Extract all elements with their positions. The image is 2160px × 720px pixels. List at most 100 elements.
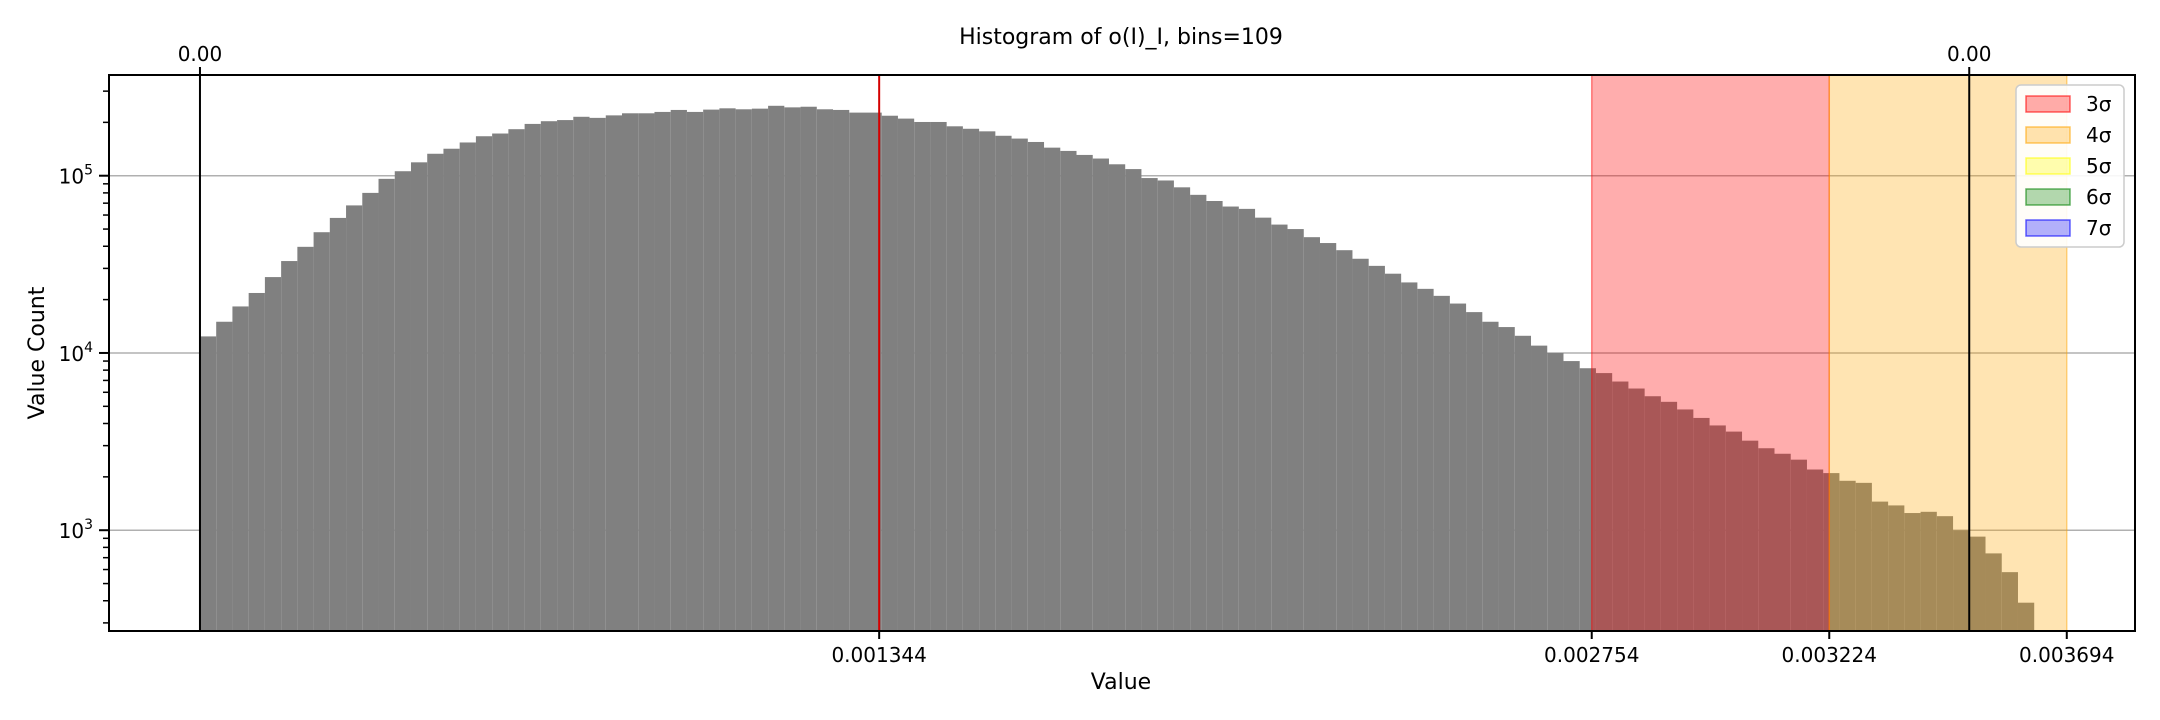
histogram-bar xyxy=(1871,501,1889,631)
histogram-bar xyxy=(735,109,752,632)
histogram-bar xyxy=(995,135,1012,631)
histogram-bar xyxy=(1076,154,1093,632)
y-tick-base: 10 xyxy=(59,519,84,543)
y-axis-label: Value Count xyxy=(25,286,50,419)
histogram-bar xyxy=(1190,194,1207,632)
histogram-bar xyxy=(605,115,623,632)
legend-label: 4σ xyxy=(2086,123,2112,147)
histogram-bar xyxy=(703,109,720,632)
histogram-bar xyxy=(1255,217,1272,631)
legend-label: 5σ xyxy=(2086,154,2112,178)
histogram-bar xyxy=(557,120,574,632)
x-tick-label: 0.001344 xyxy=(831,643,926,667)
legend-swatch xyxy=(2025,95,2071,113)
histogram-bar xyxy=(281,261,298,631)
histogram-bar xyxy=(1953,530,1970,631)
histogram-bar xyxy=(897,118,915,631)
histogram-bar xyxy=(589,117,606,632)
y-tick-label: 105 xyxy=(59,163,93,189)
histogram-bar xyxy=(1920,511,1937,631)
histogram-bar xyxy=(232,306,249,631)
x-axis-ticks: 0.001344 0.002754 0.003224 0.003694 xyxy=(831,631,2114,667)
histogram-bar xyxy=(1628,388,1645,631)
histogram-bar xyxy=(1401,282,1418,631)
histogram-bar xyxy=(1725,431,1743,631)
histogram-bar xyxy=(1660,401,1678,631)
x-tick-label: 0.003694 xyxy=(2019,643,2114,667)
histogram-bar xyxy=(1888,505,1905,631)
y-tick-label: 103 xyxy=(59,517,93,543)
histogram-bar xyxy=(1498,327,1515,631)
histogram-bar xyxy=(979,131,996,631)
histogram-bar xyxy=(475,136,493,631)
histogram-bar xyxy=(1531,345,1548,631)
histogram-bar xyxy=(378,178,395,631)
histogram-bar xyxy=(1514,335,1532,631)
histogram-bar xyxy=(881,115,898,632)
legend-label: 3σ xyxy=(2086,92,2112,116)
histogram-bar xyxy=(1482,321,1499,631)
histogram-bar xyxy=(1563,361,1580,631)
histogram-bar xyxy=(1287,229,1304,631)
histogram-bar xyxy=(1417,288,1434,631)
histogram-bars xyxy=(199,105,2035,632)
histogram-bar xyxy=(1433,295,1450,631)
histogram-bar xyxy=(508,129,525,632)
histogram-bar xyxy=(1368,265,1385,631)
y-tick-base: 10 xyxy=(59,165,84,189)
histogram-bar xyxy=(1839,480,1856,631)
histogram-bar xyxy=(427,153,444,631)
histogram-bar xyxy=(816,109,834,632)
histogram-bar xyxy=(1011,138,1028,631)
histogram-bar xyxy=(1758,448,1775,631)
histogram-bar xyxy=(768,105,785,632)
y-tick-exponent: 5 xyxy=(84,163,93,179)
histogram-bar xyxy=(524,123,541,632)
histogram-bar xyxy=(1125,169,1142,631)
histogram-bar xyxy=(264,277,282,631)
histogram-bar xyxy=(1985,553,2002,631)
histogram-bar xyxy=(1806,469,1824,631)
histogram-bar xyxy=(784,107,801,632)
histogram-bar xyxy=(313,232,330,631)
histogram-bar xyxy=(443,148,460,632)
histogram-bar xyxy=(1092,158,1109,632)
histogram-bar xyxy=(865,112,882,632)
histogram-bar xyxy=(686,111,704,631)
legend-swatch xyxy=(2025,188,2071,206)
histogram-bar xyxy=(394,171,411,631)
histogram-bar xyxy=(1449,303,1467,631)
histogram-bar xyxy=(2017,602,2035,631)
histogram-bar xyxy=(1936,516,1954,631)
histogram-bar xyxy=(1352,258,1369,631)
legend-swatch xyxy=(2025,157,2071,175)
histogram-bar xyxy=(248,292,265,631)
histogram-bar xyxy=(719,108,736,631)
histogram-bar xyxy=(329,217,347,631)
histogram-bar xyxy=(800,106,817,631)
histogram-bar xyxy=(638,113,655,632)
histogram-bar xyxy=(1319,243,1337,631)
histogram-bar xyxy=(833,109,850,631)
histogram-bar xyxy=(410,162,428,632)
y-tick-exponent: 4 xyxy=(84,340,93,356)
histogram-bar xyxy=(1141,178,1158,632)
histogram-bar xyxy=(1157,180,1174,631)
histogram-bar xyxy=(199,336,217,631)
histogram-bar xyxy=(1238,208,1256,631)
histogram-bar xyxy=(1108,164,1126,632)
histogram-bar xyxy=(654,111,671,631)
histogram-bar xyxy=(1271,224,1288,631)
histogram-bar xyxy=(1693,417,1710,631)
histogram-bar xyxy=(1969,536,1986,631)
legend-label: 6σ xyxy=(2086,185,2112,209)
histogram-bar xyxy=(622,113,639,632)
legend-swatch xyxy=(2025,219,2071,237)
histogram-bar xyxy=(492,133,509,632)
histogram-bar xyxy=(1855,482,1872,631)
legend-label: 7σ xyxy=(2086,216,2112,240)
chart-title: Histogram of o(I)_I, bins=109 xyxy=(959,25,1283,50)
histogram-bar xyxy=(362,192,379,632)
